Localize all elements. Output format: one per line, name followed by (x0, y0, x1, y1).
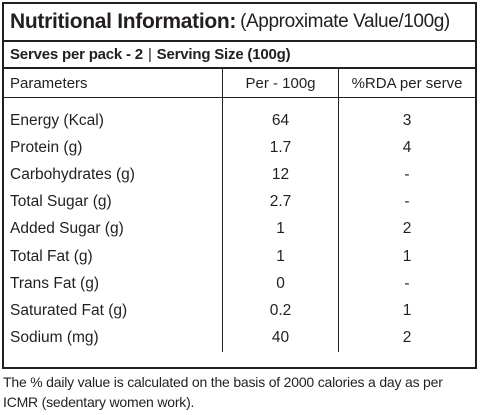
header-per-100g: Per - 100g (222, 69, 339, 98)
row-per-100g: 2.7 (222, 188, 339, 216)
nutrition-table: Parameters Per - 100g %RDA per serve Ene… (4, 69, 475, 352)
row-rda: 2 (338, 324, 475, 352)
row-rda: - (338, 188, 475, 216)
row-parameter: Carbohydrates (g) (10, 165, 135, 183)
row-parameter: Total Sugar (g) (10, 193, 112, 211)
footnote: The % daily value is calculated on the b… (3, 374, 443, 410)
title-subheading: (Approximate Value/100g) (240, 11, 450, 32)
row-per-100g: 1.7 (222, 134, 339, 162)
row-rda: - (338, 161, 475, 189)
row-parameter: Sodium (mg) (10, 329, 99, 347)
table-row: Saturated Fat (g) 0.2 1 (4, 297, 475, 325)
row-per-100g: 0.2 (222, 297, 339, 325)
table-row: Carbohydrates (g) 12 - (4, 161, 475, 189)
serves-per-pack: Serves per pack - 2 (10, 46, 143, 63)
row-parameter: Protein (g) (10, 138, 83, 156)
row-parameter: Trans Fat (g) (10, 274, 99, 292)
table-row: Trans Fat (g) 0 - (4, 270, 475, 298)
row-rda: 3 (338, 97, 475, 135)
row-parameter: Added Sugar (g) (10, 220, 124, 238)
table-row: Added Sugar (g) 1 2 (4, 215, 475, 243)
table-row: Total Fat (g) 1 1 (4, 242, 475, 271)
serving-size: Serving Size (100g) (156, 46, 291, 63)
row-rda: 2 (338, 215, 475, 243)
table-row: Protein (g) 1.7 4 (4, 134, 475, 162)
row-rda: 4 (338, 134, 475, 162)
row-per-100g: 1 (222, 242, 339, 271)
table-header-row: Parameters Per - 100g %RDA per serve (4, 69, 475, 98)
row-rda: 1 (338, 297, 475, 325)
nutrition-label: Nutritional Information: (Approximate Va… (2, 2, 477, 369)
serving-info: Serves per pack - 2 | Serving Size (100g… (4, 42, 475, 69)
row-per-100g: 40 (222, 324, 339, 352)
table-row: Total Sugar (g) 2.7 - (4, 188, 475, 216)
table-row: Sodium (mg) 40 2 (4, 324, 475, 352)
label-title: Nutritional Information: (Approximate Va… (4, 4, 475, 42)
serving-separator: | (147, 46, 152, 63)
row-rda: 1 (338, 242, 475, 271)
row-parameter: Energy (Kcal) (10, 111, 104, 129)
row-per-100g: 12 (222, 161, 339, 189)
header-rda: %RDA per serve (338, 69, 475, 98)
table-row: Energy (Kcal) 64 3 (4, 97, 475, 135)
row-parameter: Total Fat (g) (10, 247, 93, 265)
row-per-100g: 1 (222, 215, 339, 243)
row-per-100g: 0 (222, 270, 339, 298)
row-rda: - (338, 270, 475, 298)
title-heading: Nutritional Information: (10, 10, 237, 33)
row-per-100g: 64 (222, 97, 339, 135)
header-parameters: Parameters (4, 69, 223, 98)
row-parameter: Saturated Fat (g) (10, 301, 128, 319)
